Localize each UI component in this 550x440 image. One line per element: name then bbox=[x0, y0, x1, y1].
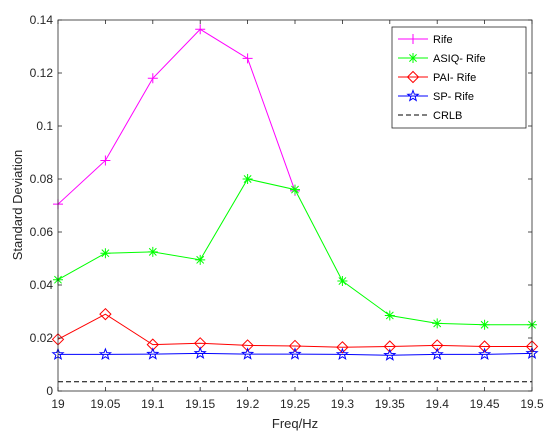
legend-label: CRLB bbox=[433, 110, 462, 122]
data-point bbox=[288, 347, 302, 360]
x-tick-label: 19.5 bbox=[520, 397, 544, 411]
legend-marker bbox=[406, 89, 420, 102]
x-axis-ticks: 19 19.05 19.1 19.15 19.2 19.25 19.3 19.35 19.4 19… bbox=[51, 20, 544, 411]
y-tick-label: 0.06 bbox=[30, 225, 54, 239]
legend: Rife ASIQ- Rife PAI- Rife SP- Rife CRLB bbox=[391, 26, 527, 129]
plot-lines bbox=[51, 24, 539, 383]
x-axis-label: Freq/Hz bbox=[272, 416, 318, 431]
x-tick-label: 19.1 bbox=[141, 397, 165, 411]
x-tick-label: 19.45 bbox=[470, 397, 500, 411]
y-tick-label: 0.02 bbox=[30, 331, 54, 345]
data-point bbox=[430, 339, 444, 352]
legend-marker bbox=[406, 70, 420, 84]
legend-label: Rife bbox=[433, 34, 453, 46]
data-point bbox=[241, 339, 254, 352]
y-tick-label: 0.1 bbox=[36, 119, 53, 133]
data-point bbox=[147, 73, 158, 84]
y-tick-label: 0.08 bbox=[30, 172, 54, 186]
data-point bbox=[193, 346, 207, 359]
data-point bbox=[195, 24, 206, 35]
data-point bbox=[335, 347, 349, 361]
y-tick-label: 0.12 bbox=[30, 66, 54, 80]
data-point bbox=[432, 318, 443, 329]
legend-marker bbox=[408, 53, 418, 63]
data-point bbox=[479, 319, 490, 330]
data-point bbox=[147, 246, 158, 257]
series-asiq-rife bbox=[53, 174, 537, 330]
y-tick-label: 0.14 bbox=[30, 13, 54, 27]
series-line bbox=[57, 28, 296, 205]
y-tick-label: 0 bbox=[46, 384, 53, 398]
data-point bbox=[242, 53, 253, 64]
x-tick-label: 19.3 bbox=[331, 397, 355, 411]
legend-label: ASIQ- Rife bbox=[433, 53, 486, 65]
data-point bbox=[98, 347, 112, 361]
x-tick-label: 19.4 bbox=[426, 397, 450, 411]
data-point bbox=[383, 348, 397, 361]
data-point bbox=[290, 184, 300, 195]
series-pai-rife bbox=[51, 307, 539, 354]
data-point bbox=[242, 174, 253, 184]
legend-label: PAI- Rife bbox=[433, 72, 476, 84]
data-point bbox=[288, 339, 302, 353]
x-tick-label: 19.05 bbox=[90, 397, 120, 411]
data-point bbox=[195, 254, 206, 265]
series-sp-rife bbox=[51, 346, 539, 361]
data-point bbox=[430, 347, 444, 361]
data-point bbox=[99, 307, 112, 321]
y-axis-label: Standard Deviation bbox=[10, 150, 25, 261]
legend-marker bbox=[408, 34, 418, 44]
y-tick-label: 0.04 bbox=[30, 278, 54, 292]
data-point bbox=[384, 310, 395, 321]
x-tick-label: 19.35 bbox=[375, 397, 405, 411]
x-tick-label: 19.25 bbox=[280, 397, 310, 411]
data-point bbox=[478, 347, 492, 361]
data-point bbox=[337, 276, 348, 287]
legend-label: SP- Rife bbox=[433, 91, 474, 103]
data-point bbox=[241, 347, 255, 360]
data-point bbox=[336, 341, 349, 354]
data-point bbox=[383, 340, 397, 353]
data-point bbox=[146, 338, 160, 351]
series-line bbox=[58, 352, 533, 356]
x-tick-label: 19.15 bbox=[185, 397, 215, 411]
data-point bbox=[478, 340, 491, 353]
data-point bbox=[100, 155, 111, 166]
data-point bbox=[100, 248, 111, 259]
data-point bbox=[146, 347, 160, 360]
y-axis-ticks: 0 0.02 0.04 0.06 0.08 0.1 0.12 0.14 bbox=[30, 13, 532, 398]
x-tick-label: 19 bbox=[51, 397, 65, 411]
x-tick-label: 19.2 bbox=[236, 397, 260, 411]
series-line bbox=[57, 313, 532, 348]
